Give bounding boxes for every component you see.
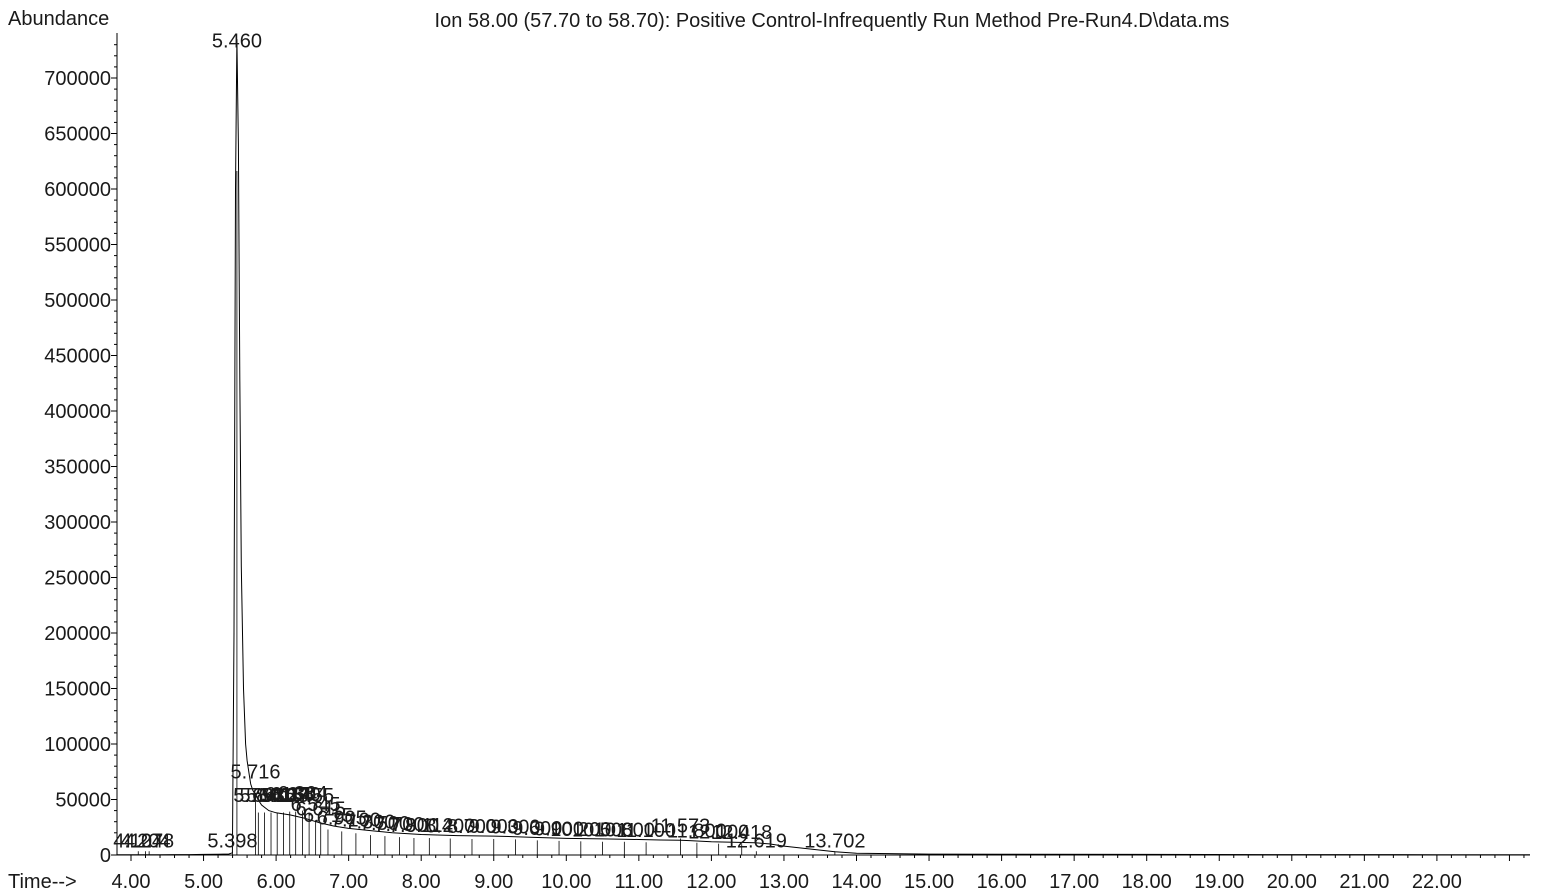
axes [116,33,1530,856]
x-tick-label: 19.00 [1194,871,1244,893]
y-tick-label: 50000 [55,790,111,812]
peak-integration-lines [137,170,836,855]
peak-label: 10.500 [572,819,633,841]
peak-label: 7.500 [360,813,410,835]
peak-label: 6.015 [252,785,302,807]
peak-label: 10.800 [594,819,655,841]
x-tick-label: 12.00 [686,871,736,893]
x-tick-label: 15.00 [904,871,954,893]
y-tick-label: 250000 [44,568,111,590]
series-line [116,39,1530,856]
x-tick-label: 11.00 [615,871,664,893]
peak-label: 4.107 [113,831,163,853]
peak-label: 6.545 [291,794,341,816]
peak-label: 4.204 [120,831,170,853]
chart-title: Ion 58.00 (57.70 to 58.70): Positive Con… [435,10,1230,32]
x-tick-label: 10.00 [541,871,591,893]
peak-label: 11.100 [616,820,676,842]
peak-label: 8.112 [405,815,454,837]
y-tick-label: 650000 [44,124,111,146]
peak-label: 6.715 [303,805,353,827]
peak-label: 5.755 [233,785,283,807]
y-tick-label: 600000 [44,179,111,201]
peak-label: 10.200 [550,819,611,841]
y-tick-label: 0 [100,845,111,867]
y-tick-label: 200000 [44,623,111,645]
x-axis-label: Time--> [8,871,77,893]
x-tick-label: 20.00 [1267,871,1317,893]
peak-label: 5.716 [230,762,280,784]
peak-label: 7.700 [374,814,424,836]
peak-label: 6.615 [296,798,346,820]
y-tick-label: 700000 [44,68,111,90]
peak-label: 9.600 [512,818,562,840]
peak-label: 9.300 [490,817,540,839]
peak-label: 9.000 [469,816,519,838]
x-tick-label: 8.00 [402,871,441,893]
peak-label: 6.364 [277,783,327,805]
x-tick-label: 9.00 [474,871,513,893]
x-tick-label: 13.00 [759,871,809,893]
peak-label: 5.398 [207,831,257,853]
x-tick-label: 17.00 [1049,871,1099,893]
peak-label: 7.900 [389,815,439,837]
x-axis-ticks: 4.00 5.00 6.00 7.00 8.00 9.00 10.00 11.00 12.00 1… [112,855,1525,893]
x-tick-label: 18.00 [1122,871,1172,893]
y-axis-label: Abundance [8,8,109,30]
x-tick-label: 5.00 [184,871,223,893]
peak-label: 5.460 [212,30,262,52]
x-tick-label: 4.00 [112,871,151,893]
traces [116,39,1530,856]
peak-label: 5.930 [246,785,296,807]
y-tick-label: 100000 [44,734,111,756]
y-axis-ticks: 0 50000 100000 150000 200000 250000 300000 3500… [44,44,117,867]
x-tick-label: 16.00 [977,871,1027,893]
y-tick-label: 350000 [44,457,111,479]
peak-label: 6.103 [259,785,309,807]
y-tick-label: 500000 [44,290,111,312]
y-tick-label: 300000 [44,512,111,534]
peak-label: 7.300 [345,812,395,834]
x-tick-label: 14.00 [831,871,881,893]
x-tick-label: 22.00 [1412,871,1462,893]
x-tick-label: 6.00 [257,871,296,893]
peak-label: 11.800 [667,821,727,843]
peak-label: 8.700 [447,816,497,838]
y-tick-label: 150000 [44,679,111,701]
peak-label: 11.573 [651,816,711,838]
y-tick-label: 400000 [44,401,111,423]
peak-label: 4.248 [124,831,174,853]
peak-label: 6.905 [317,807,367,829]
peak-label: 6.270 [271,784,321,806]
peak-label: 7.100 [331,809,381,831]
y-tick-label: 550000 [44,235,111,257]
peak-label: 12.619 [726,831,787,853]
y-tick-label: 450000 [44,346,111,368]
peak-label: 5.840 [239,785,289,807]
peak-label: 12.418 [711,822,772,844]
peak-label: 8.400 [425,816,475,838]
x-tick-label: 7.00 [329,871,368,893]
x-tick-label: 21.00 [1339,871,1389,893]
peak-label: 12.100 [688,822,749,844]
peak-label: 9.900 [534,818,584,840]
peak-label: 13.702 [804,831,865,853]
peak-label: 6.188 [265,784,315,806]
peak-label: 6.455 [284,785,334,807]
